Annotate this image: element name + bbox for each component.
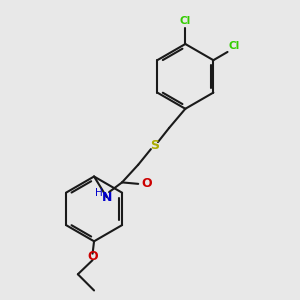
Text: S: S: [150, 139, 159, 152]
Text: Cl: Cl: [180, 16, 191, 26]
Text: N: N: [101, 190, 112, 204]
Text: H: H: [94, 188, 102, 198]
Text: O: O: [87, 250, 98, 263]
Text: O: O: [141, 177, 152, 190]
Text: Cl: Cl: [229, 41, 240, 51]
